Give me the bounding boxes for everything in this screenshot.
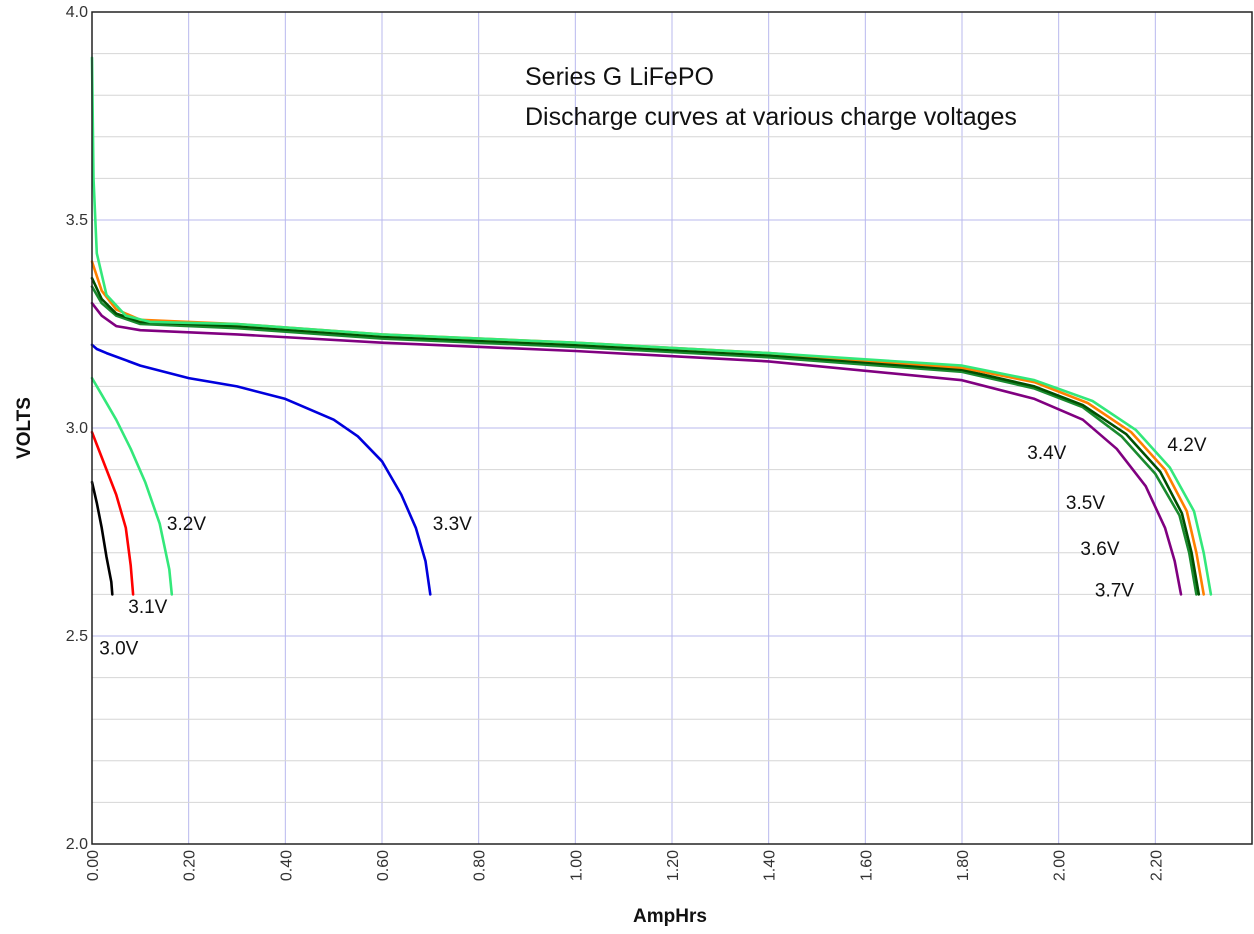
y-tick-label: 3.0	[66, 420, 88, 437]
x-tick-label: 1.80	[955, 850, 972, 881]
series-line-3-4V	[90, 301, 1183, 596]
series-line-3-0V	[90, 480, 114, 596]
x-tick-label: 1.40	[762, 850, 779, 881]
series-line-4-2V	[90, 56, 1213, 596]
series-line-3-2V	[90, 376, 174, 596]
x-axis-label: AmpHrs	[633, 906, 707, 927]
series-line-3-3V	[90, 343, 432, 596]
chart-title-line-1: Series G LiFePO	[525, 63, 714, 91]
y-tick-label: 3.5	[66, 212, 88, 229]
curve-label: 3.0V	[99, 639, 138, 660]
x-tick-label: 1.00	[568, 850, 585, 881]
x-tick-label: 1.20	[665, 850, 682, 881]
x-tick-label: 1.60	[858, 850, 875, 881]
y-tick-label: 4.0	[66, 4, 88, 21]
curve-label: 3.2V	[167, 514, 206, 535]
series-line-3-1V	[90, 430, 135, 596]
curve-label: 3.1V	[128, 597, 167, 618]
curve-label: 3.5V	[1066, 493, 1105, 514]
curve-label: 3.6V	[1080, 539, 1119, 560]
x-tick-label: 0.40	[278, 850, 295, 881]
y-tick-label: 2.0	[66, 836, 88, 853]
curve-label: 3.3V	[433, 514, 472, 535]
curve-labels: 3.0V 3.1V 3.2V 3.3V 3.4V 3.5V 3.6V 3.7V 4.2V	[99, 435, 1207, 660]
curve-label: 3.7V	[1095, 580, 1134, 601]
chart-title-line-2: Discharge curves at various charge volta…	[525, 103, 1017, 131]
x-tick-label: 0.00	[85, 850, 102, 881]
x-tick-label: 0.60	[375, 850, 392, 881]
y-axis-label: VOLTS	[14, 397, 35, 459]
y-tick-labels: 2.0 2.5 3.0 3.5 4.0	[66, 4, 88, 853]
x-tick-label: 2.00	[1052, 850, 1069, 881]
series-line-3-6V	[90, 276, 1201, 596]
curve-label: 4.2V	[1167, 435, 1206, 456]
x-tick-label: 0.80	[472, 850, 489, 881]
series-lines	[90, 56, 1213, 596]
x-tick-label: 0.20	[182, 850, 199, 881]
x-tick-labels: 0.00 0.20 0.40 0.60 0.80 1.00 1.20 1.40 1.60 1.80…	[85, 850, 1165, 881]
series-line-3-5V	[90, 285, 1198, 596]
grid	[92, 12, 1252, 844]
plot-frame	[91, 11, 1253, 845]
x-tick-label: 2.20	[1148, 850, 1165, 881]
y-tick-label: 2.5	[66, 628, 88, 645]
curve-label: 3.4V	[1027, 443, 1066, 464]
